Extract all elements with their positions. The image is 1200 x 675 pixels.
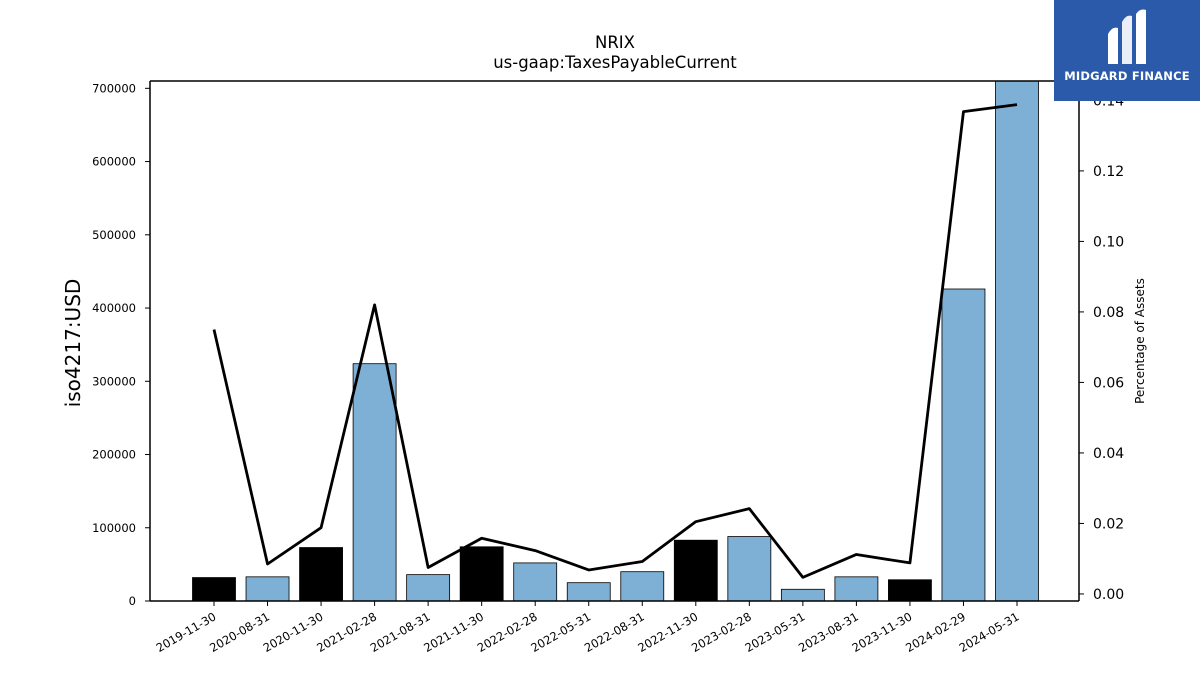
logo-text: MIDGARD FINANCE (1064, 69, 1190, 83)
x-tick-label: 2021-11-30 (421, 609, 486, 655)
x-tick-label: 2023-05-31 (742, 609, 807, 655)
bar (245, 576, 290, 602)
chart-title: NRIX (595, 33, 635, 52)
bar (352, 363, 397, 602)
plot-axes (149, 80, 1080, 602)
bar (673, 539, 718, 602)
x-tick-label: 2021-02-28 (314, 609, 379, 655)
y-tick-label: 400000 (92, 301, 136, 315)
line-series (212, 103, 1018, 579)
y2-axis-ticks: 0.000.020.040.060.080.100.120.14 (1079, 93, 1124, 603)
y2-tick-label: 0.00 (1093, 587, 1124, 603)
x-tick-label: 2019-11-30 (154, 609, 219, 655)
y-tick-label: 100000 (92, 521, 136, 535)
bar (620, 571, 665, 602)
x-tick-label: 2020-08-31 (207, 609, 272, 655)
y-tick-label: 0 (129, 594, 136, 608)
y-tick-label: 700000 (92, 81, 136, 95)
bar (780, 588, 825, 602)
y2-tick-label: 0.10 (1093, 234, 1124, 250)
bar (727, 536, 772, 602)
x-tick-label: 2023-08-31 (796, 609, 861, 655)
x-tick-label: 2022-11-30 (635, 609, 700, 655)
y2-tick-label: 0.04 (1093, 446, 1124, 462)
y-tick-label: 200000 (92, 448, 136, 462)
bar-series (192, 80, 1039, 602)
y2-tick-label: 0.06 (1093, 375, 1124, 391)
y-tick-label: 500000 (92, 228, 136, 242)
y2-tick-label: 0.02 (1093, 516, 1124, 532)
bar (192, 577, 236, 602)
percentage-line (212, 103, 1018, 579)
chart-subtitle: us-gaap:TaxesPayableCurrent (493, 53, 737, 72)
bar (888, 579, 932, 602)
x-tick-label: 2024-05-31 (957, 609, 1022, 655)
x-tick-label: 2023-02-28 (689, 609, 754, 655)
x-tick-label: 2022-08-31 (582, 609, 647, 655)
y-tick-label: 600000 (92, 155, 136, 169)
y-tick-label: 300000 (92, 374, 136, 388)
x-tick-label: 2023-11-30 (850, 609, 915, 655)
logo-mark-icon (1108, 9, 1146, 65)
y2-tick-label: 0.08 (1093, 305, 1124, 321)
x-tick-label: 2022-05-31 (528, 609, 593, 655)
x-tick-label: 2024-02-29 (903, 609, 968, 655)
bar (941, 288, 986, 602)
y-axis-label: iso4217:USD (61, 279, 85, 408)
bar (566, 582, 611, 602)
x-axis-ticks: 2019-11-302020-08-312020-11-302021-02-28… (154, 601, 1022, 655)
y2-tick-label: 0.12 (1093, 164, 1124, 180)
bar (299, 547, 343, 602)
bar (459, 546, 504, 602)
x-tick-label: 2022-02-28 (475, 609, 540, 655)
bar (995, 80, 1039, 602)
midgard-finance-logo: MIDGARD FINANCE (1054, 0, 1200, 101)
bar (513, 562, 558, 602)
y2-axis-label: Percentage of Assets (1133, 278, 1147, 404)
x-tick-label: 2020-11-30 (261, 609, 326, 655)
x-tick-label: 2021-08-31 (368, 609, 433, 655)
bar (834, 576, 879, 602)
y-axis-ticks: 0 100000 200000 300000 400000 500000 600000 700… (92, 81, 150, 608)
bar (406, 574, 451, 602)
